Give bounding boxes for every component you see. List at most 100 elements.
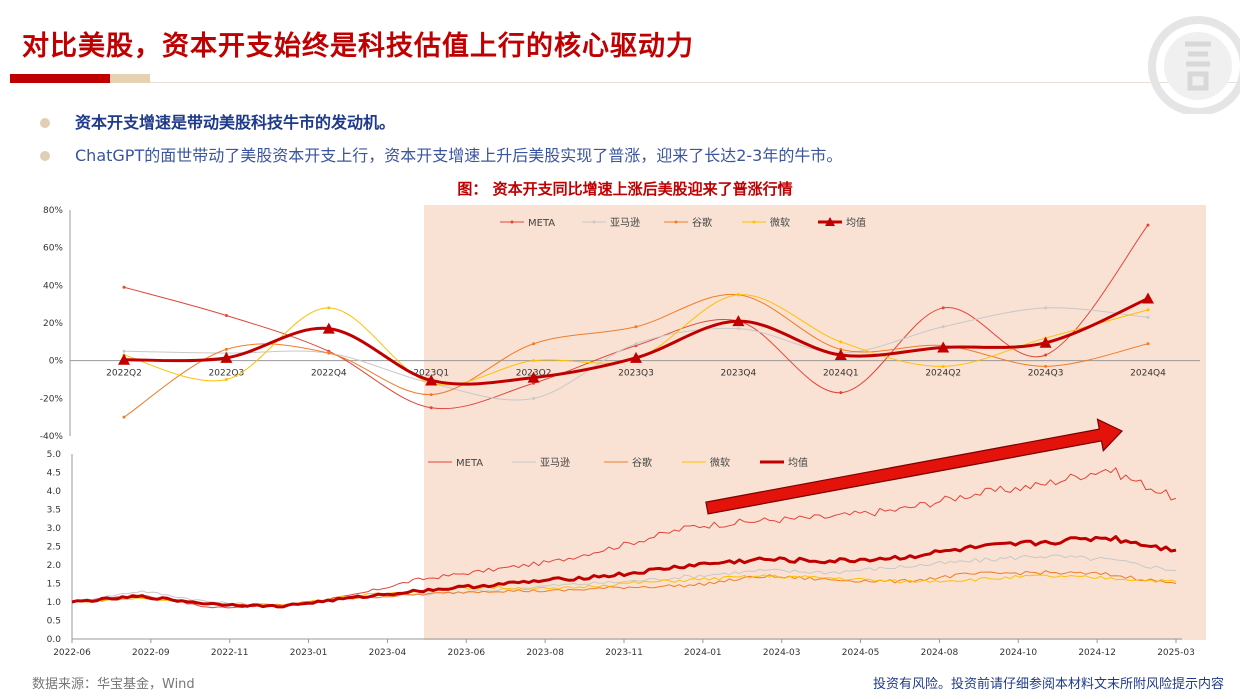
- y-tick-label: 2.0: [47, 561, 62, 571]
- data-point: [327, 306, 331, 310]
- x-tick-label: 2022Q4: [311, 369, 347, 379]
- y-tick-label: 0.5: [47, 617, 61, 627]
- legend-label: 亚马逊: [540, 457, 570, 469]
- data-point: [1146, 223, 1150, 227]
- data-point: [1044, 353, 1048, 357]
- x-tick-label: 2024-12: [1078, 648, 1116, 658]
- data-point: [634, 325, 638, 329]
- data-point: [834, 349, 847, 361]
- data-point: [1044, 364, 1048, 368]
- legend-marker: [592, 220, 596, 224]
- bullet-list: 资本开支增速是带动美股科技牛市的发动机。 ChatGPT的面世带动了美股资本开支…: [40, 112, 842, 178]
- y-tick-label: 1.5: [47, 580, 61, 590]
- legend-label: 微软: [710, 456, 730, 469]
- data-point: [122, 415, 126, 419]
- x-tick-label: 2022-09: [132, 648, 170, 658]
- data-point: [532, 342, 536, 346]
- data-point: [220, 351, 233, 363]
- bullet-text: ChatGPT的面世带动了美股资本开支上行，资本开支增速上升后美股实现了普涨，迎…: [75, 146, 843, 165]
- data-point: [425, 374, 438, 386]
- legend-marker: [674, 220, 678, 224]
- x-tick-label: 2022Q3: [209, 369, 245, 379]
- x-tick-label: 2023-01: [290, 648, 328, 658]
- legend-label: 微软: [770, 216, 790, 229]
- legend-marker: [510, 220, 514, 224]
- bullet-dot-icon: [40, 118, 50, 128]
- highlight-region: [424, 205, 1206, 640]
- bullet-dot-icon: [40, 151, 50, 161]
- x-tick-label: 2024-10: [999, 648, 1037, 658]
- y-tick-label: 1.0: [47, 598, 62, 608]
- x-tick-label: 2023Q1: [413, 369, 449, 379]
- legend-label: 均值: [788, 456, 808, 469]
- y-tick-label: 20%: [43, 319, 63, 329]
- y-tick-label: 40%: [43, 281, 63, 291]
- bullet-text: 资本开支增速是带动美股科技牛市的发动机。: [75, 113, 396, 132]
- title-underline-tan: [110, 74, 150, 83]
- data-point: [532, 396, 536, 400]
- data-point: [118, 353, 130, 365]
- y-tick-label: 2.5: [47, 543, 61, 553]
- data-point: [224, 347, 228, 351]
- title-underline-red: [10, 74, 110, 83]
- data-point: [630, 351, 642, 363]
- x-tick-label: 2022-06: [53, 648, 91, 658]
- y-tick-label: -20%: [40, 394, 64, 404]
- trend-arrow-icon: [705, 418, 1124, 515]
- x-tick-label: 2023Q3: [618, 369, 654, 379]
- data-source: 数据来源：华宝基金，Wind: [32, 677, 195, 692]
- data-point: [937, 341, 950, 353]
- data-point: [732, 315, 745, 327]
- data-point: [736, 327, 740, 331]
- data-point: [839, 391, 843, 395]
- y-tick-label: 60%: [43, 244, 63, 254]
- data-point: [941, 306, 945, 310]
- data-point: [1142, 292, 1154, 304]
- data-point: [1039, 336, 1052, 348]
- chart-title: 图： 资本开支同比增速上涨后美股迎来了普涨行情: [457, 180, 793, 198]
- data-point: [532, 359, 536, 363]
- x-tick-label: 2024-03: [763, 648, 801, 658]
- data-point: [1146, 315, 1150, 319]
- x-tick-label: 2023-11: [605, 648, 643, 658]
- series-line: [71, 535, 1177, 609]
- data-point: [941, 364, 945, 368]
- y-tick-label: 0%: [49, 357, 64, 367]
- y-tick-label: 4.5: [47, 469, 61, 479]
- x-tick-label: 2024-01: [684, 648, 722, 658]
- y-tick-label: 4.0: [47, 487, 62, 497]
- data-point: [224, 378, 228, 381]
- x-tick-label: 2023Q4: [721, 369, 757, 379]
- legend-label: META: [528, 218, 555, 229]
- y-tick-label: 5.0: [47, 450, 62, 460]
- x-tick-label: 2024Q4: [1130, 369, 1166, 379]
- y-tick-label: 3.5: [47, 506, 61, 516]
- legend-marker: [752, 220, 756, 224]
- data-point: [1146, 308, 1150, 312]
- x-tick-label: 2022Q2: [106, 369, 142, 379]
- bullet-item: 资本开支增速是带动美股科技牛市的发动机。: [40, 112, 842, 145]
- data-point: [634, 342, 638, 346]
- data-point: [1044, 306, 1048, 310]
- x-tick-label: 2024Q2: [925, 369, 961, 379]
- data-point: [122, 349, 126, 353]
- x-tick-label: 2023-04: [369, 648, 407, 658]
- legend-label: 亚马逊: [610, 217, 640, 229]
- data-point: [327, 351, 331, 355]
- x-tick-label: 2025-03: [1157, 648, 1195, 658]
- legend-label: META: [456, 458, 483, 469]
- legend-label: 谷歌: [632, 456, 652, 469]
- legend-label: 谷歌: [692, 216, 712, 229]
- data-point: [736, 293, 740, 297]
- data-point: [1146, 342, 1150, 346]
- y-tick-label: 80%: [43, 206, 63, 216]
- data-point: [941, 325, 945, 329]
- data-point: [527, 371, 540, 383]
- data-point: [122, 285, 126, 289]
- y-tick-label: -40%: [40, 432, 64, 442]
- y-tick-label: 0.0: [47, 635, 62, 645]
- x-tick-label: 2024-08: [921, 648, 959, 658]
- data-point: [429, 393, 433, 397]
- data-point: [429, 406, 433, 410]
- x-tick-label: 2023-08: [526, 648, 564, 658]
